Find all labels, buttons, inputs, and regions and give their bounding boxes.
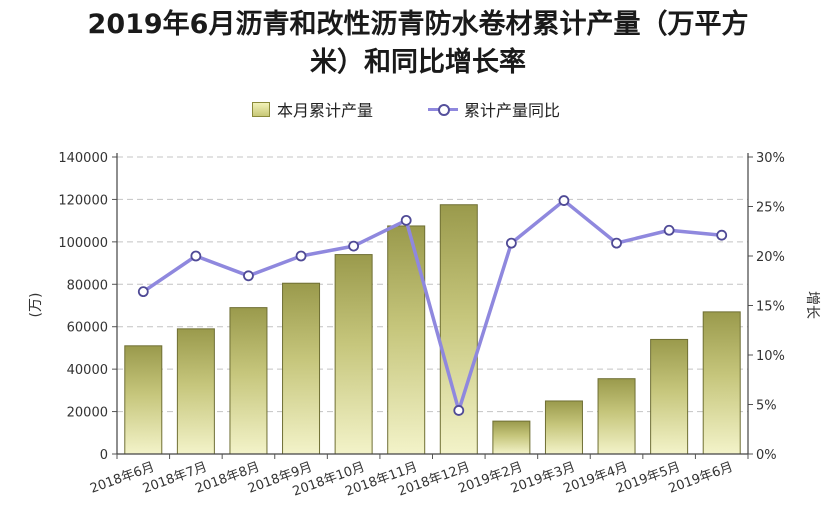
growth-line (142, 198, 722, 413)
y-tick-label-right: 5% (756, 399, 777, 414)
bar-swatch-icon (252, 101, 270, 117)
growth-point (190, 250, 202, 262)
growth-point (558, 195, 570, 206)
legend-item-line: 累计产量同比 (428, 98, 560, 120)
y-tick-label-left: 120000 (58, 193, 108, 208)
growth-point (243, 270, 254, 282)
bar (702, 311, 741, 455)
y-tick-label-left: 40000 (67, 363, 108, 378)
legend-item-bars: 本月累计产量 (252, 98, 373, 120)
growth-point (663, 224, 675, 236)
growth-point (348, 240, 360, 252)
bar (229, 307, 268, 455)
y-tick-label-right: 30% (756, 151, 785, 166)
bar (650, 338, 689, 455)
growth-point (716, 229, 728, 241)
bar (439, 204, 478, 455)
bar (387, 225, 426, 455)
y-tick-label-right: 15% (756, 300, 785, 315)
chart-title-line-1: 2019年6月沥青和改性沥青防水卷材累计产量（万平方 (87, 9, 749, 40)
bar (176, 328, 215, 455)
y-tick-label-left: 80000 (67, 278, 108, 293)
growth-point (505, 237, 517, 249)
y-tick-label-left: 60000 (67, 321, 108, 336)
bar (492, 420, 531, 455)
bar (544, 400, 583, 455)
chart-title: 2019年6月沥青和改性沥青防水卷材累计产量（万平方 米）和同比增长率 (0, 6, 836, 82)
y-tick-label-right: 0% (756, 448, 777, 463)
legend-label-bars: 本月累计产量 (277, 101, 374, 120)
growth-point (295, 250, 307, 262)
y-tick-label-right: 10% (756, 349, 785, 364)
growth-point (400, 214, 412, 226)
bar (124, 345, 163, 455)
growth-point (137, 286, 149, 298)
y-tick-label-left: 140000 (58, 151, 108, 166)
bar (334, 254, 373, 455)
y-tick-label-right: 25% (756, 201, 785, 216)
bar (597, 378, 636, 455)
chart-title-line-2: 米）和同比增长率 (310, 47, 526, 78)
growth-point (611, 237, 622, 249)
y-axis-title-left: (万) (28, 293, 44, 318)
growth-point (453, 405, 465, 416)
line-swatch-icon (428, 102, 458, 116)
chart-legend: 本月累计产量 累计产量同比 (0, 98, 836, 120)
legend-label-line: 累计产量同比 (464, 101, 561, 120)
bar (282, 282, 321, 455)
y-tick-label-right: 20% (756, 250, 785, 265)
y-axis-title-right: 增长 (804, 291, 820, 319)
y-tick-label-left: 0 (100, 448, 108, 463)
y-tick-label-left: 100000 (58, 236, 108, 251)
y-tick-label-left: 20000 (67, 406, 108, 421)
